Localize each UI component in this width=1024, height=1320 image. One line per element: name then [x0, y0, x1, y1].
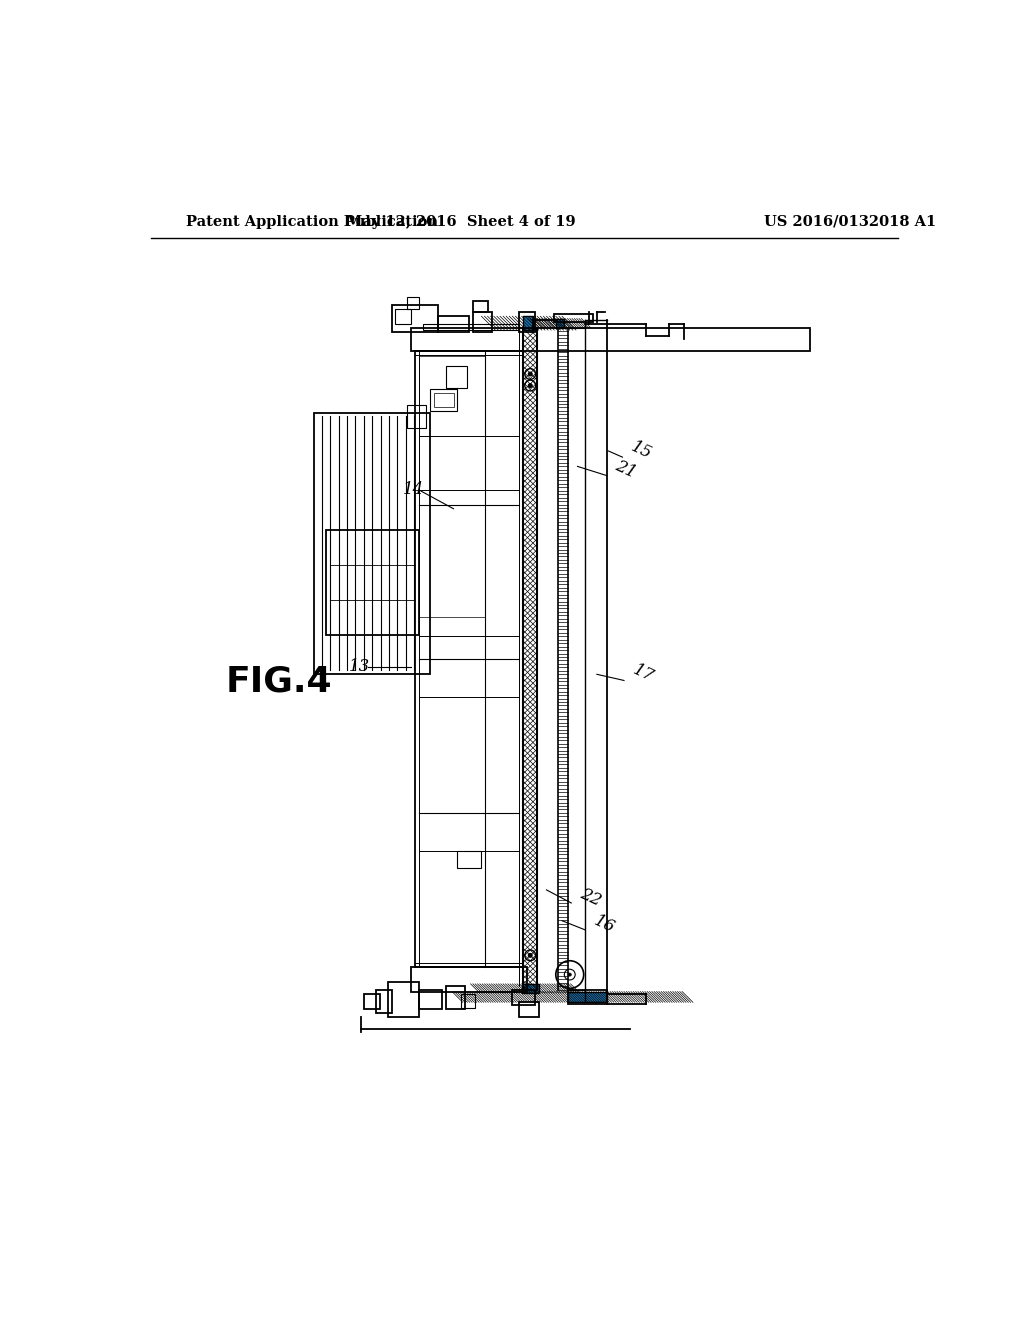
Bar — [407, 405, 426, 428]
Bar — [438, 317, 469, 331]
Bar — [568, 991, 607, 1002]
Bar — [423, 323, 519, 330]
Bar — [407, 297, 419, 309]
Bar — [458, 851, 480, 869]
Text: FIG.4: FIG.4 — [226, 665, 333, 700]
Bar — [461, 994, 475, 1007]
Bar — [556, 318, 563, 327]
Bar — [521, 983, 539, 993]
Bar — [411, 327, 810, 351]
Bar — [388, 982, 419, 1016]
Bar — [512, 990, 535, 1006]
Bar — [519, 313, 535, 331]
Text: May 12, 2016  Sheet 4 of 19: May 12, 2016 Sheet 4 of 19 — [346, 215, 577, 228]
Circle shape — [528, 953, 532, 957]
Text: 21: 21 — [612, 458, 639, 482]
Circle shape — [528, 372, 532, 376]
Bar — [521, 983, 539, 993]
Bar — [376, 990, 391, 1014]
Bar — [419, 990, 442, 1010]
Text: US 2016/0132018 A1: US 2016/0132018 A1 — [764, 215, 936, 228]
Bar — [519, 1002, 539, 1016]
Bar — [411, 966, 527, 991]
Bar — [556, 318, 563, 327]
Bar — [395, 309, 411, 323]
Circle shape — [528, 384, 532, 388]
Bar — [445, 367, 467, 388]
Bar — [365, 994, 380, 1010]
Bar — [430, 389, 458, 411]
Text: 13: 13 — [349, 659, 370, 675]
Text: 22: 22 — [578, 884, 604, 909]
Bar — [391, 305, 438, 331]
Bar — [568, 990, 607, 1003]
Text: Patent Application Publication: Patent Application Publication — [186, 215, 438, 228]
Bar — [420, 355, 484, 618]
Bar — [523, 317, 532, 330]
Bar — [445, 986, 465, 1010]
Text: 17: 17 — [630, 661, 656, 686]
Text: 16: 16 — [592, 912, 617, 936]
Text: 15: 15 — [628, 438, 654, 463]
Bar — [473, 301, 488, 313]
Text: 14: 14 — [403, 480, 424, 498]
Circle shape — [568, 973, 571, 977]
Bar — [523, 317, 532, 330]
Bar — [314, 412, 430, 675]
Bar — [434, 393, 454, 407]
Bar — [473, 313, 493, 331]
Bar — [568, 991, 607, 1002]
Bar — [326, 531, 419, 635]
Bar — [554, 314, 593, 322]
